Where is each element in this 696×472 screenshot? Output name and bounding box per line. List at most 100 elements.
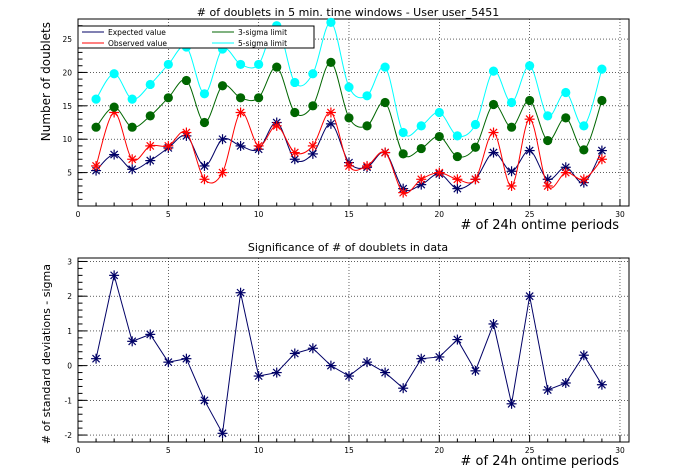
top-series-point-2 <box>434 131 444 142</box>
top-series-point-1 <box>181 127 192 138</box>
bottom-series-point-0 <box>235 287 246 298</box>
bottom-tick-label-x: 20 <box>435 446 445 455</box>
top-chart-title: # of doublets in 5 min. time windows - U… <box>197 6 499 19</box>
bottom-series-point-0 <box>362 357 373 368</box>
bottom-tick-label-x: 5 <box>166 446 171 455</box>
top-series-point-1 <box>127 154 138 165</box>
top-series-point-1 <box>145 140 156 151</box>
bottom-series-point-0 <box>506 398 517 409</box>
bottom-tick-label-x: 0 <box>76 446 81 455</box>
top-series-point-1 <box>217 167 228 178</box>
top-series-point-2 <box>326 57 336 68</box>
top-tick-label-x: 15 <box>344 210 354 219</box>
top-series-point-2 <box>416 143 426 154</box>
legend-label-3sigma: 3-sigma limit <box>238 28 287 37</box>
top-series-point-1 <box>470 174 481 185</box>
top-series-point-1 <box>398 187 409 198</box>
bottom-series-point-0 <box>271 367 282 378</box>
top-series-point-1 <box>163 140 174 151</box>
bottom-chart-xlabel: # of 24h ontime periods <box>461 454 620 469</box>
bottom-series-point-0 <box>434 351 445 362</box>
top-series-point-2 <box>344 113 354 123</box>
bottom-chart-ylabel: # of standard deviations - sigma <box>40 264 53 444</box>
top-series-point-3 <box>380 62 390 72</box>
top-chart-xlabel: # of 24h ontime periods <box>461 218 620 233</box>
bottom-tick-label-y: 3 <box>67 257 72 266</box>
top-series-point-0 <box>217 134 228 145</box>
bottom-series-point-0 <box>542 384 553 395</box>
top-series-point-1 <box>362 160 373 171</box>
bottom-tick-label-y: 1 <box>67 327 72 336</box>
top-series-point-3 <box>561 87 571 98</box>
top-series-point-1 <box>488 127 499 138</box>
top-tick-label-x: 0 <box>76 210 81 219</box>
top-series-point-0 <box>542 174 553 185</box>
top-series-point-2 <box>543 135 553 146</box>
bottom-tick-label-x: 30 <box>615 446 625 455</box>
bottom-series-point-0 <box>145 329 156 340</box>
bottom-tick-label-x: 15 <box>344 446 354 455</box>
top-series-point-1 <box>578 174 589 185</box>
top-series-point-1 <box>325 107 336 118</box>
bottom-tick-label-y: -1 <box>65 396 73 405</box>
top-series-point-2 <box>109 102 119 112</box>
top-chart-ylabel: Number of doublets <box>39 22 53 141</box>
top-series-point-2 <box>597 95 607 106</box>
top-series-point-0 <box>506 166 517 177</box>
bottom-tick-label-y: 2 <box>67 292 72 301</box>
bottom-series-point-0 <box>488 318 499 329</box>
top-tick-label-x: 5 <box>166 210 171 219</box>
top-series-point-0 <box>488 147 499 158</box>
top-series-point-3 <box>145 79 155 90</box>
bottom-series-point-0 <box>199 395 210 406</box>
bottom-series-point-0 <box>181 353 192 364</box>
top-series-point-2 <box>506 122 517 132</box>
top-series-point-1 <box>596 154 607 165</box>
top-series-point-2 <box>272 62 282 72</box>
top-series-point-1 <box>542 180 553 191</box>
top-tick-label-y: 15 <box>62 102 72 111</box>
bottom-series-point-0 <box>253 371 264 382</box>
bottom-series-point-0 <box>109 270 120 281</box>
bottom-tick-label-y: -2 <box>65 431 73 440</box>
top-series-point-1 <box>560 167 571 178</box>
top-series-point-3 <box>362 91 372 101</box>
top-tick-label-x: 20 <box>435 210 445 219</box>
top-series-point-3 <box>434 107 444 118</box>
top-series-point-1 <box>271 120 282 131</box>
top-series-point-2 <box>163 93 173 103</box>
top-plot-frame <box>77 18 630 207</box>
top-series-point-0 <box>199 160 210 171</box>
top-series-point-2 <box>452 151 462 162</box>
top-series-point-3 <box>579 121 589 131</box>
top-series-point-2 <box>127 122 137 132</box>
bottom-tick-label-x: 25 <box>525 446 535 455</box>
top-series-point-0 <box>109 149 120 160</box>
top-series-point-3 <box>308 69 318 79</box>
top-series-point-2 <box>308 101 318 111</box>
bottom-series-point-0 <box>325 360 336 371</box>
bottom-tick-label-y: 0 <box>67 362 72 371</box>
top-series-point-3 <box>91 94 101 104</box>
top-chart-legend: Expected value Observed value 3-sigma li… <box>77 25 315 49</box>
top-series-point-3 <box>597 64 607 74</box>
top-series-point-2 <box>217 81 228 91</box>
top-series-point-0 <box>235 140 246 151</box>
legend-label-5sigma: 5-sigma limit <box>238 39 287 48</box>
bottom-series-point-0 <box>163 357 174 368</box>
top-series-point-0 <box>325 118 336 129</box>
bottom-chart-title: Significance of # of doublets in data <box>248 241 448 254</box>
top-tick-label-x: 25 <box>525 210 535 219</box>
bottom-series-point-0 <box>289 348 300 359</box>
top-series-point-2 <box>91 122 101 132</box>
bottom-series-point-0 <box>578 350 589 361</box>
top-series-point-3 <box>398 127 408 138</box>
top-series-point-3 <box>344 82 354 92</box>
top-series-point-1 <box>416 174 427 185</box>
top-series-point-3 <box>416 121 426 131</box>
top-series-point-1 <box>253 140 264 151</box>
bottom-series-point-0 <box>470 365 481 376</box>
top-series-point-3 <box>254 59 264 70</box>
top-series-point-2 <box>290 107 300 118</box>
top-series-point-0 <box>596 145 607 156</box>
